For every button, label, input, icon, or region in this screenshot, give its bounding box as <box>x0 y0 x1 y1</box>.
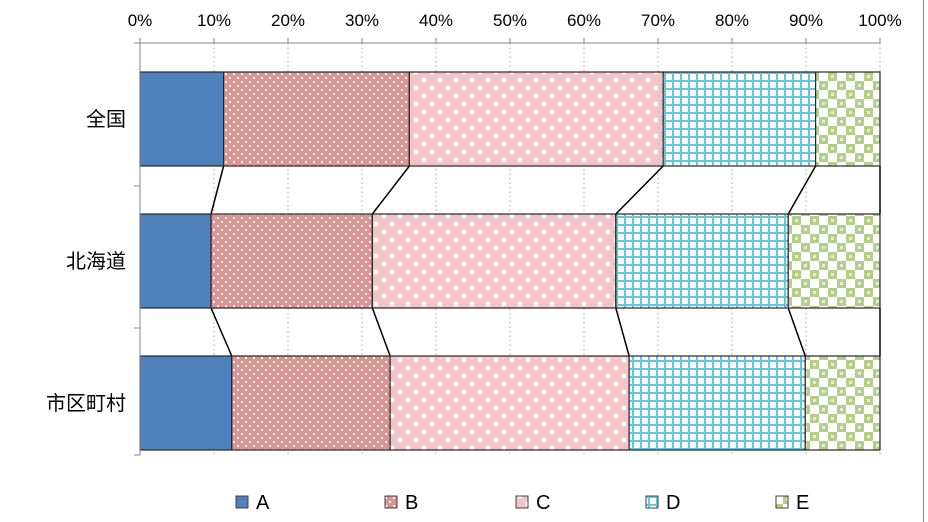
series-connector-line <box>615 307 630 357</box>
legend-label: E <box>796 492 809 514</box>
category-label: 全国 <box>86 107 126 131</box>
x-tick-label: 50% <box>493 11 527 30</box>
x-tick-label: 70% <box>641 11 675 30</box>
series-connector-line <box>615 165 664 215</box>
legend-swatch-d <box>645 495 659 509</box>
bar-segment-b <box>223 71 410 167</box>
bar-segment-c <box>408 71 664 167</box>
legend-swatch-e <box>775 495 789 509</box>
legend-swatch-c <box>515 495 529 509</box>
legend-label: A <box>256 492 270 514</box>
series-connector-line <box>371 307 391 357</box>
category-label: 北海道 <box>66 249 126 273</box>
category-label: 市区町村 <box>46 391 126 415</box>
legend-label: B <box>405 492 418 514</box>
x-tick-label: 40% <box>419 11 453 30</box>
bar-segment-a <box>139 355 233 451</box>
bar-segment-a <box>139 213 212 309</box>
bar-segment-e <box>787 213 881 309</box>
bar-segment-e <box>804 355 881 451</box>
bar-segment-a <box>139 71 225 167</box>
bar-segment-b <box>210 213 373 309</box>
bar-segment-d <box>628 355 806 451</box>
legend-label: D <box>666 492 680 514</box>
series-connector-line <box>787 165 817 215</box>
legend-swatch-b <box>384 495 398 509</box>
bar-segment-e <box>815 71 881 167</box>
bar-segment-c <box>371 213 617 309</box>
x-tick-label: 100% <box>858 11 901 30</box>
x-tick-label: 60% <box>567 11 601 30</box>
series-connector-line <box>210 307 233 357</box>
x-tick-label: 30% <box>345 11 379 30</box>
x-tick-label: 20% <box>271 11 305 30</box>
legend-swatch-a <box>235 495 249 509</box>
x-tick-label: 0% <box>128 11 153 30</box>
x-tick-label: 10% <box>197 11 231 30</box>
bar-segment-c <box>389 355 630 451</box>
x-tick-label: 90% <box>789 11 823 30</box>
series-connector-line <box>787 307 806 357</box>
series-connector-line <box>371 165 410 215</box>
bar-segment-b <box>231 355 391 451</box>
legend-label: C <box>536 492 550 514</box>
bar-segment-d <box>662 71 817 167</box>
bar-segment-d <box>615 213 789 309</box>
x-tick-label: 80% <box>715 11 749 30</box>
series-connector-line <box>210 165 225 215</box>
